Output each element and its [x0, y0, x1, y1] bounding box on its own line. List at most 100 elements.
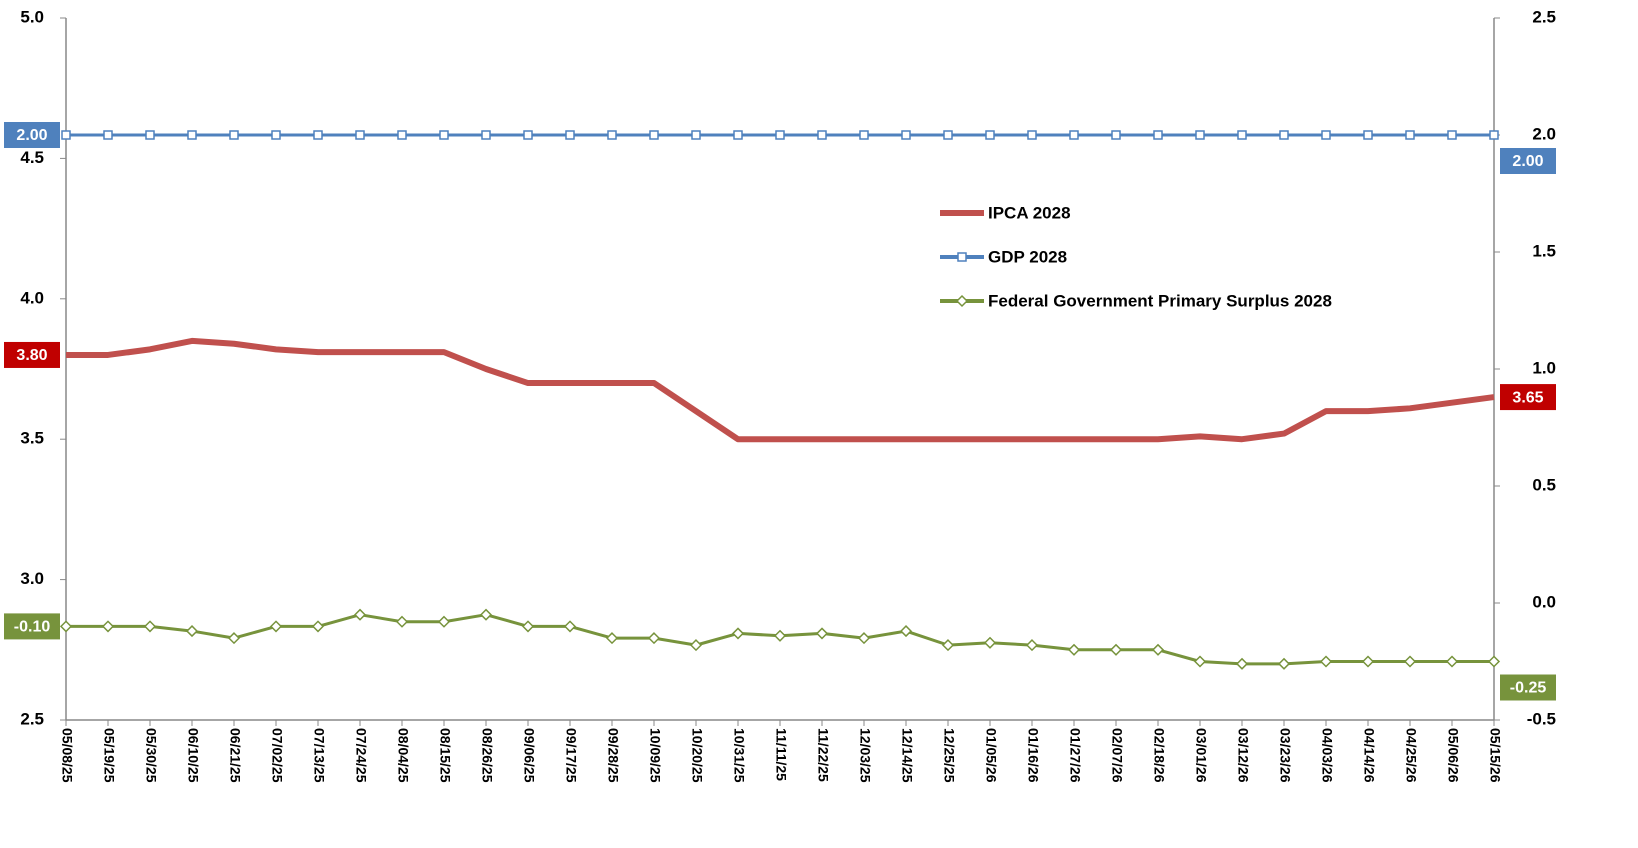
- y2-tick-label: -0.5: [1527, 709, 1556, 728]
- marker: [817, 130, 827, 140]
- x-tick-label: 05/30/25: [143, 728, 159, 783]
- x-tick-label: 05/06/26: [1445, 728, 1461, 783]
- marker: [1319, 655, 1333, 668]
- x-tick-label: 01/16/26: [1025, 728, 1041, 783]
- x-tick-label: 07/24/25: [353, 728, 369, 783]
- marker: [689, 639, 703, 652]
- marker: [1111, 130, 1121, 140]
- x-tick-label: 12/03/25: [857, 728, 873, 783]
- marker: [1067, 643, 1081, 656]
- x-tick-label: 07/13/25: [311, 728, 327, 783]
- marker: [983, 636, 997, 649]
- marker: [185, 625, 199, 638]
- y2-tick-label: 2.5: [1532, 7, 1556, 26]
- marker: [733, 130, 743, 140]
- marker: [565, 130, 575, 140]
- marker: [691, 130, 701, 140]
- value-label-box: [1500, 384, 1556, 411]
- marker: [1109, 643, 1123, 656]
- value-label: -0.25: [1510, 680, 1547, 697]
- marker: [1025, 639, 1039, 652]
- value-label-box: [4, 613, 60, 640]
- marker: [313, 130, 323, 140]
- x-tick-label: 11/11/25: [773, 728, 789, 781]
- marker: [271, 130, 281, 140]
- marker: [1027, 130, 1037, 140]
- marker: [1447, 130, 1457, 140]
- marker: [1195, 130, 1205, 140]
- x-tick-label: 12/25/25: [941, 728, 957, 783]
- value-label: -0.10: [14, 619, 51, 636]
- marker: [353, 608, 367, 621]
- marker: [355, 130, 365, 140]
- value-label: 2.00: [1512, 153, 1543, 170]
- legend-marker: [955, 294, 969, 308]
- marker: [1069, 130, 1079, 140]
- marker: [649, 130, 659, 140]
- x-tick-label: 06/21/25: [227, 728, 243, 783]
- marker: [1363, 130, 1373, 140]
- x-tick-label: 03/01/26: [1193, 728, 1209, 783]
- x-tick-label: 07/02/25: [269, 728, 285, 783]
- marker: [899, 625, 913, 638]
- marker: [1235, 657, 1249, 670]
- y2-tick-label: 2.0: [1532, 124, 1556, 143]
- marker: [985, 130, 995, 140]
- marker: [187, 130, 197, 140]
- value-label-box: [1500, 674, 1556, 701]
- marker: [229, 130, 239, 140]
- x-tick-label: 01/05/26: [983, 728, 999, 783]
- marker: [397, 130, 407, 140]
- marker: [437, 615, 451, 628]
- y-tick-label: 2.5: [20, 709, 44, 728]
- marker: [101, 620, 115, 633]
- value-label: 2.00: [16, 127, 47, 144]
- x-tick-label: 10/20/25: [689, 728, 705, 783]
- x-tick-label: 08/15/25: [437, 728, 453, 783]
- x-tick-label: 02/07/26: [1109, 728, 1125, 783]
- marker: [269, 620, 283, 633]
- marker: [1237, 130, 1247, 140]
- marker: [1193, 655, 1207, 668]
- y-tick-label: 4.5: [20, 148, 44, 167]
- y2-tick-label: 1.5: [1532, 241, 1556, 260]
- y-tick-label: 5.0: [20, 7, 44, 26]
- x-tick-label: 09/17/25: [563, 728, 579, 783]
- marker: [563, 620, 577, 633]
- legend-label: Federal Government Primary Surplus 2028: [988, 291, 1332, 310]
- marker: [59, 620, 73, 633]
- marker: [775, 130, 785, 140]
- marker: [1403, 655, 1417, 668]
- marker: [1489, 130, 1499, 140]
- x-tick-label: 10/09/25: [647, 728, 663, 783]
- x-tick-label: 09/06/25: [521, 728, 537, 783]
- marker: [1445, 655, 1459, 668]
- legend-label: GDP 2028: [988, 247, 1067, 266]
- x-tick-label: 06/10/25: [185, 728, 201, 783]
- marker: [1361, 655, 1375, 668]
- x-tick-label: 01/27/26: [1067, 728, 1083, 783]
- marker: [815, 627, 829, 640]
- marker: [901, 130, 911, 140]
- value-label: 3.80: [16, 347, 47, 364]
- x-tick-label: 03/12/26: [1235, 728, 1251, 783]
- marker: [605, 632, 619, 645]
- marker: [1153, 130, 1163, 140]
- marker: [1151, 643, 1165, 656]
- marker: [311, 620, 325, 633]
- marker: [607, 130, 617, 140]
- x-tick-label: 08/04/25: [395, 728, 411, 783]
- marker: [521, 620, 535, 633]
- y2-tick-label: 0.5: [1532, 475, 1556, 494]
- legend-label: IPCA 2028: [988, 203, 1071, 222]
- marker: [773, 629, 787, 642]
- marker: [731, 627, 745, 640]
- marker: [481, 130, 491, 140]
- marker: [479, 608, 493, 621]
- marker: [859, 130, 869, 140]
- x-tick-label: 09/28/25: [605, 728, 621, 783]
- x-tick-label: 03/23/26: [1277, 728, 1293, 783]
- y-tick-label: 4.0: [20, 288, 44, 307]
- value-label-box: [4, 122, 60, 148]
- marker: [61, 130, 71, 140]
